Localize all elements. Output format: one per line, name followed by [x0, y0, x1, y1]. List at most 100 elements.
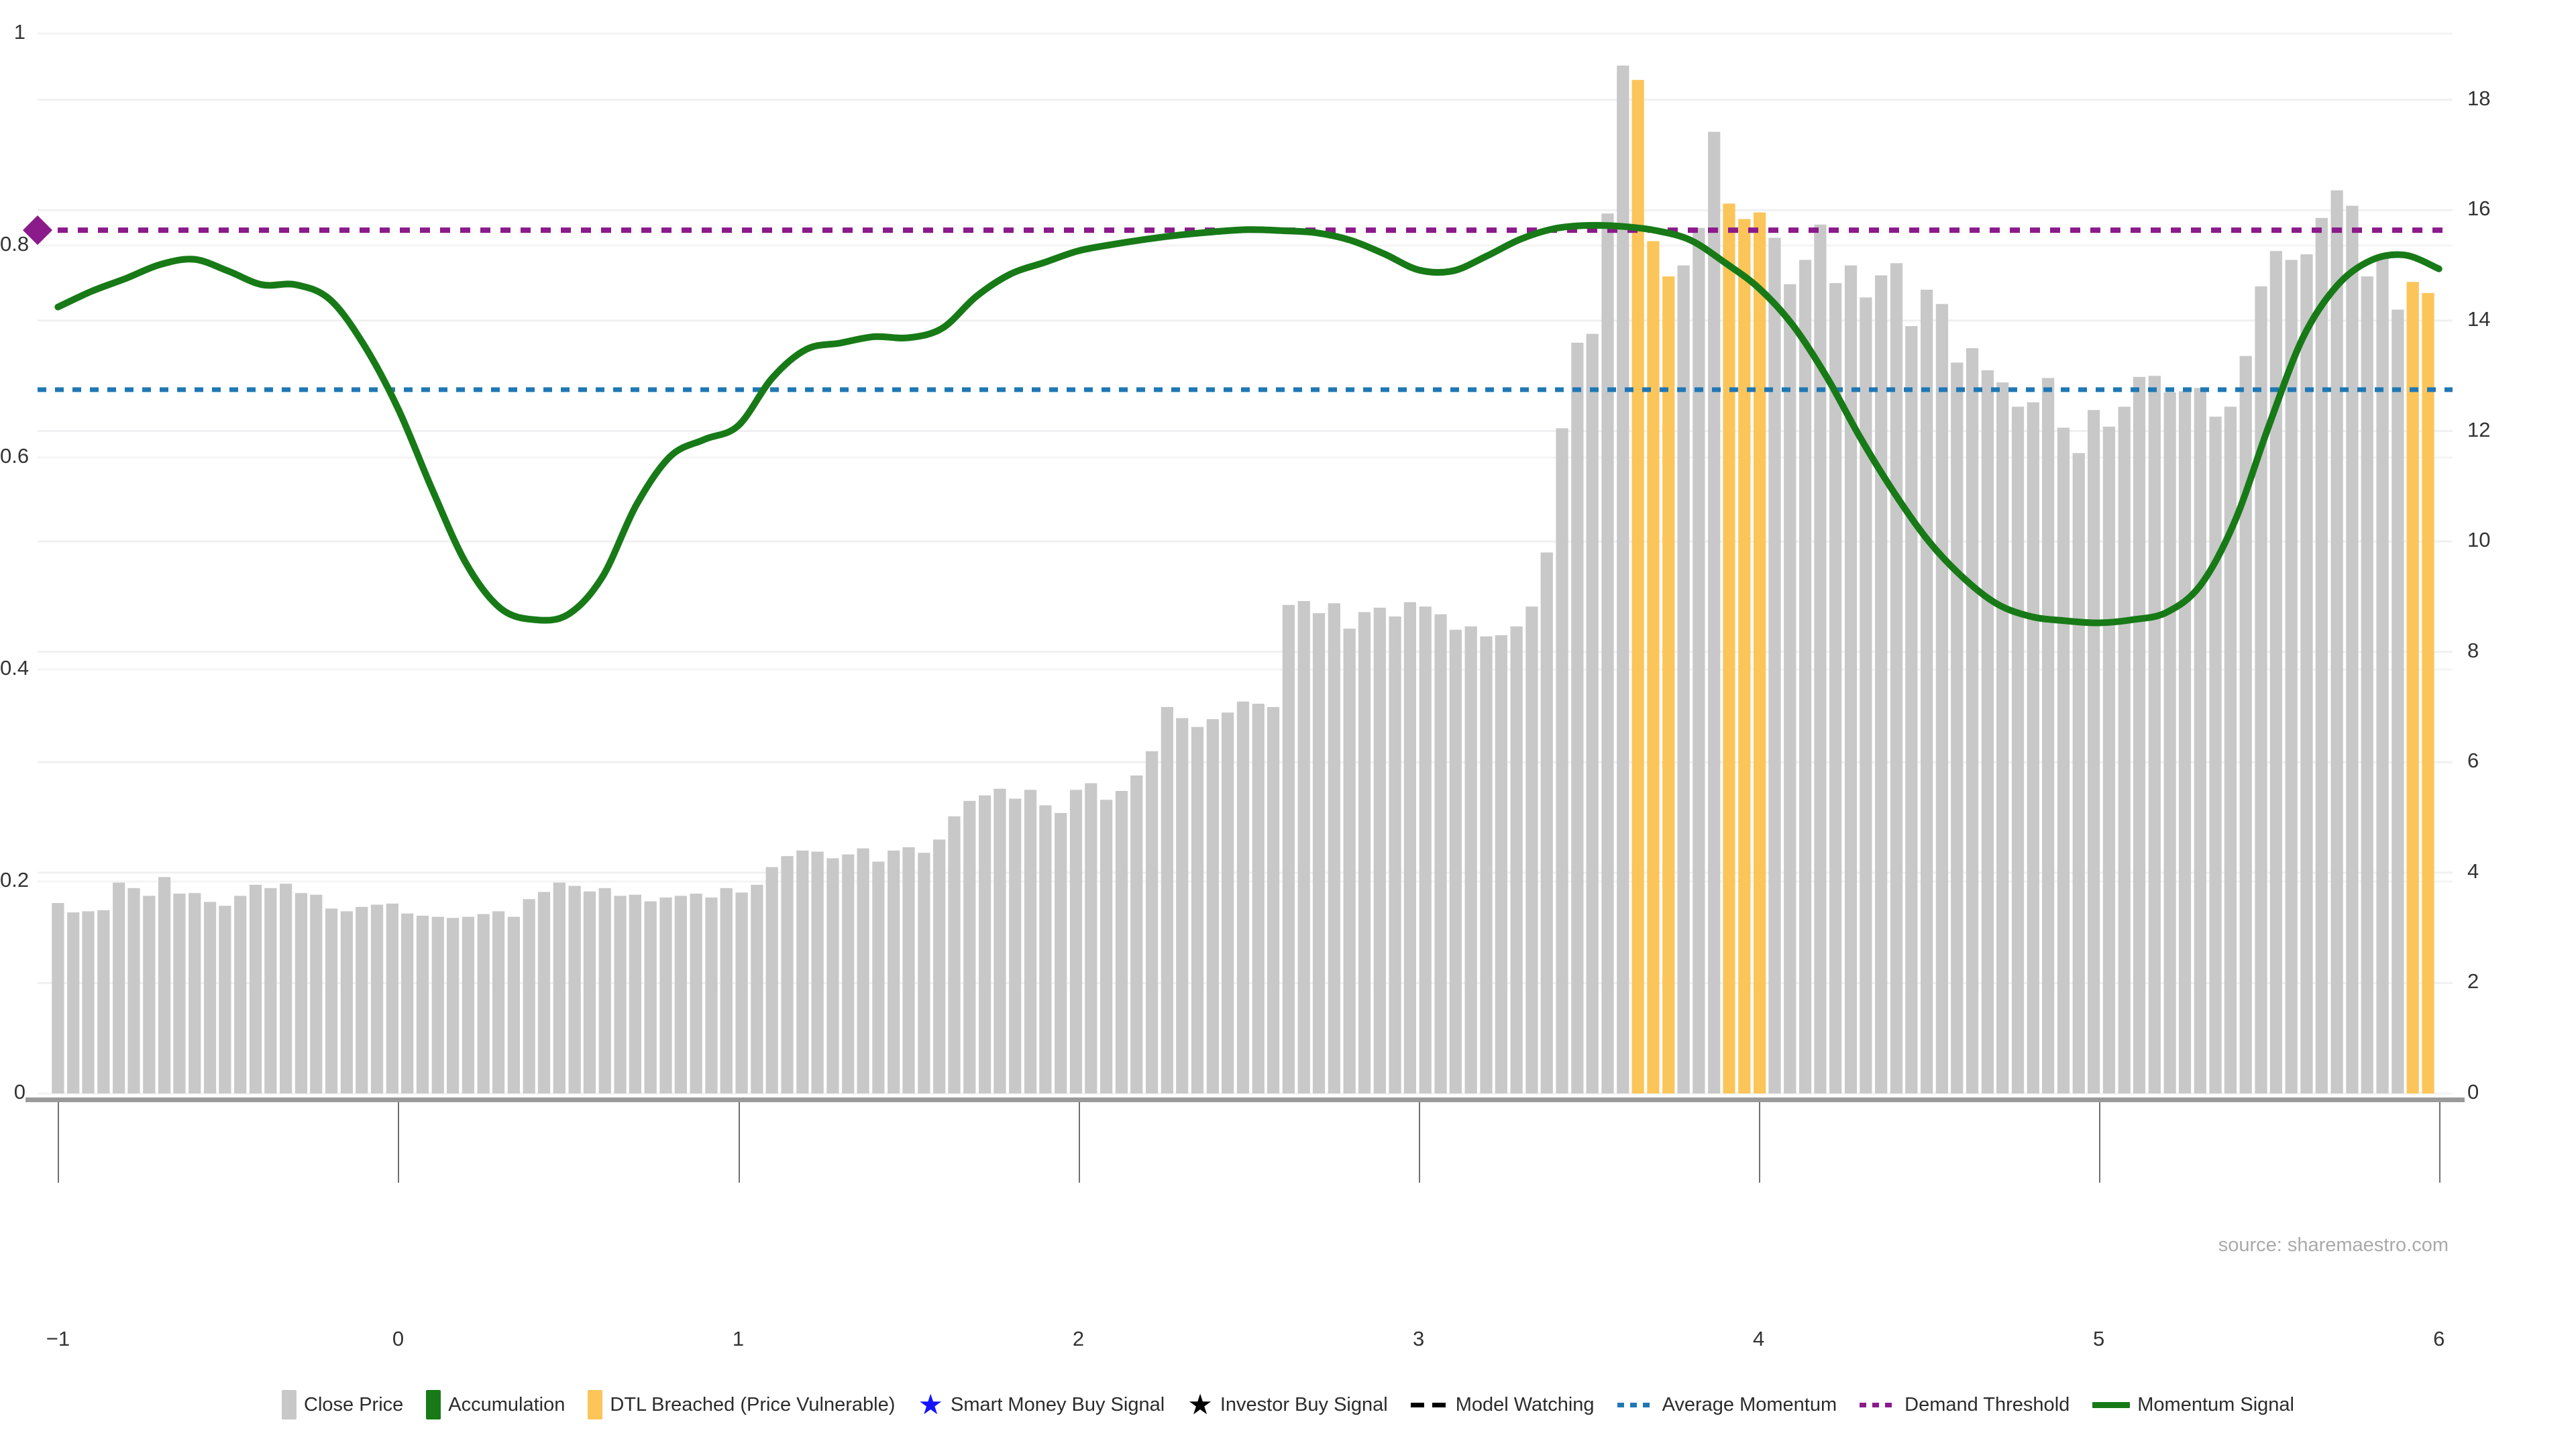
legend-model-watching[interactable]: Model Watching [1410, 1394, 1595, 1416]
legend-item-label: Average Momentum [1662, 1393, 1837, 1415]
bar-close-price [872, 861, 885, 1094]
bar-close-price [2392, 309, 2404, 1094]
bar-close-price [1784, 284, 1796, 1094]
legend-close-price[interactable]: Close Price [282, 1390, 403, 1419]
x-axis-tick-mark [1078, 1102, 1080, 1183]
bar-close-price [264, 888, 277, 1094]
bar-close-price [2163, 392, 2176, 1093]
bar-close-price [1206, 719, 1219, 1093]
x-axis-tick-mark [1418, 1102, 1420, 1183]
bar-close-price [370, 904, 384, 1093]
bar-close-price [2300, 254, 2313, 1093]
bar-close-price [1464, 626, 1477, 1093]
bar-close-price [1860, 297, 1872, 1094]
y-axis-right-tick: 14 [2467, 307, 2491, 331]
bar-close-price [1510, 626, 1523, 1093]
bar-close-price [2042, 378, 2055, 1093]
bar-close-price [1297, 600, 1310, 1093]
y-axis-right-tick: 10 [2467, 528, 2491, 552]
bar-close-price [386, 903, 398, 1093]
legend-item-label: DTL Breached (Price Vulnerable) [610, 1393, 896, 1415]
bar-close-price [294, 893, 308, 1093]
bar-close-price [598, 888, 611, 1094]
legend-investor-buy-signal[interactable]: ★ Investor Buy Signal [1187, 1391, 1388, 1419]
bar-close-price [842, 854, 855, 1093]
bar-close-price [1069, 790, 1083, 1093]
bar-close-price [2361, 276, 2373, 1094]
bar-close-price [249, 884, 262, 1093]
legend-swatch-square-icon [282, 1390, 297, 1419]
legend-average-momentum[interactable]: Average Momentum [1617, 1394, 1837, 1416]
x-axis-tick-mark [738, 1102, 740, 1183]
chart-legend: Close Price Accumulation DTL Breached (Pri… [0, 1390, 2576, 1419]
legend-item-label: Momentum Signal [2137, 1393, 2294, 1415]
bar-close-price [203, 902, 217, 1093]
bar-dtl-breached [1723, 203, 1735, 1094]
bar-close-price [705, 897, 718, 1093]
legend-demand-threshold[interactable]: Demand Threshold [1860, 1394, 2070, 1416]
legend-swatch-square-icon [426, 1390, 441, 1419]
bar-close-price [1343, 629, 1356, 1093]
y-axis-right-tick: 4 [2467, 859, 2479, 883]
bar-close-price [720, 888, 733, 1094]
bar-close-price [1677, 265, 1690, 1094]
legend-dtl-breached[interactable]: DTL Breached (Price Vulnerable) [588, 1390, 895, 1419]
bar-close-price [568, 885, 581, 1093]
bar-close-price [446, 918, 460, 1093]
bar-close-price [189, 893, 201, 1093]
legend-momentum-signal[interactable]: Momentum Signal [2092, 1394, 2294, 1416]
x-axis-tick-mark [2438, 1102, 2440, 1183]
x-axis-tick-mark [1758, 1102, 1760, 1183]
bar-close-price [113, 882, 125, 1093]
bar-close-price [67, 912, 80, 1093]
bar-close-price [2118, 407, 2131, 1093]
bar-close-price [1236, 701, 1250, 1093]
bar-close-price [1586, 333, 1599, 1093]
bar-close-price [1540, 552, 1553, 1093]
bar-close-price [401, 913, 414, 1093]
bar-close-price [1434, 614, 1447, 1093]
x-axis-tick-label: 3 [1412, 1327, 1425, 1350]
bar-close-price [1525, 606, 1538, 1093]
bar-close-price [2255, 286, 2267, 1093]
close-price-bars [52, 65, 2434, 1094]
bar-close-price [1389, 616, 1401, 1093]
bar-close-price [1480, 636, 1493, 1094]
overlay-lines [23, 215, 2453, 627]
bar-close-price [735, 892, 748, 1093]
y-axis-left-tick: 0.6 [0, 444, 30, 468]
bar-close-price [2315, 217, 2328, 1094]
legend-accumulation[interactable]: Accumulation [426, 1390, 565, 1419]
momentum-signal-line [54, 221, 2443, 627]
bar-close-price [1115, 791, 1128, 1093]
bar-close-price [2133, 376, 2146, 1093]
y-axis-left-tick: 0.4 [0, 656, 30, 680]
bar-close-price [1951, 362, 1964, 1093]
bar-close-price [1814, 224, 1827, 1094]
bar-close-price [1571, 342, 1584, 1094]
bar-close-price [82, 911, 95, 1093]
x-axis-tick-mark [398, 1102, 400, 1183]
bar-close-price [629, 894, 641, 1093]
bar-close-price [1222, 712, 1234, 1093]
bar-close-price [2148, 376, 2161, 1093]
legend-smart-money-buy-signal[interactable]: ★ Smart Money Buy Signal [918, 1391, 1165, 1419]
bar-close-price [1161, 706, 1174, 1093]
bar-close-price [97, 910, 110, 1093]
y-axis-right-tick: 6 [2467, 749, 2479, 773]
bar-close-price [1009, 798, 1022, 1093]
bar-close-price [1844, 265, 1858, 1094]
bar-close-price [963, 800, 976, 1093]
legend-swatch-dotted-icon [1617, 1402, 1655, 1407]
bar-dtl-breached [1662, 276, 1675, 1094]
bar-close-price [52, 903, 64, 1093]
bar-close-price [2194, 388, 2206, 1093]
bar-close-price [1039, 805, 1052, 1093]
plot-area [23, 32, 2453, 1095]
bar-close-price [1556, 428, 1568, 1093]
bar-close-price [1145, 751, 1159, 1093]
plot-inner [23, 32, 2453, 1095]
bar-close-price [1419, 606, 1432, 1093]
y-axis-right-tick: 8 [2467, 638, 2479, 662]
